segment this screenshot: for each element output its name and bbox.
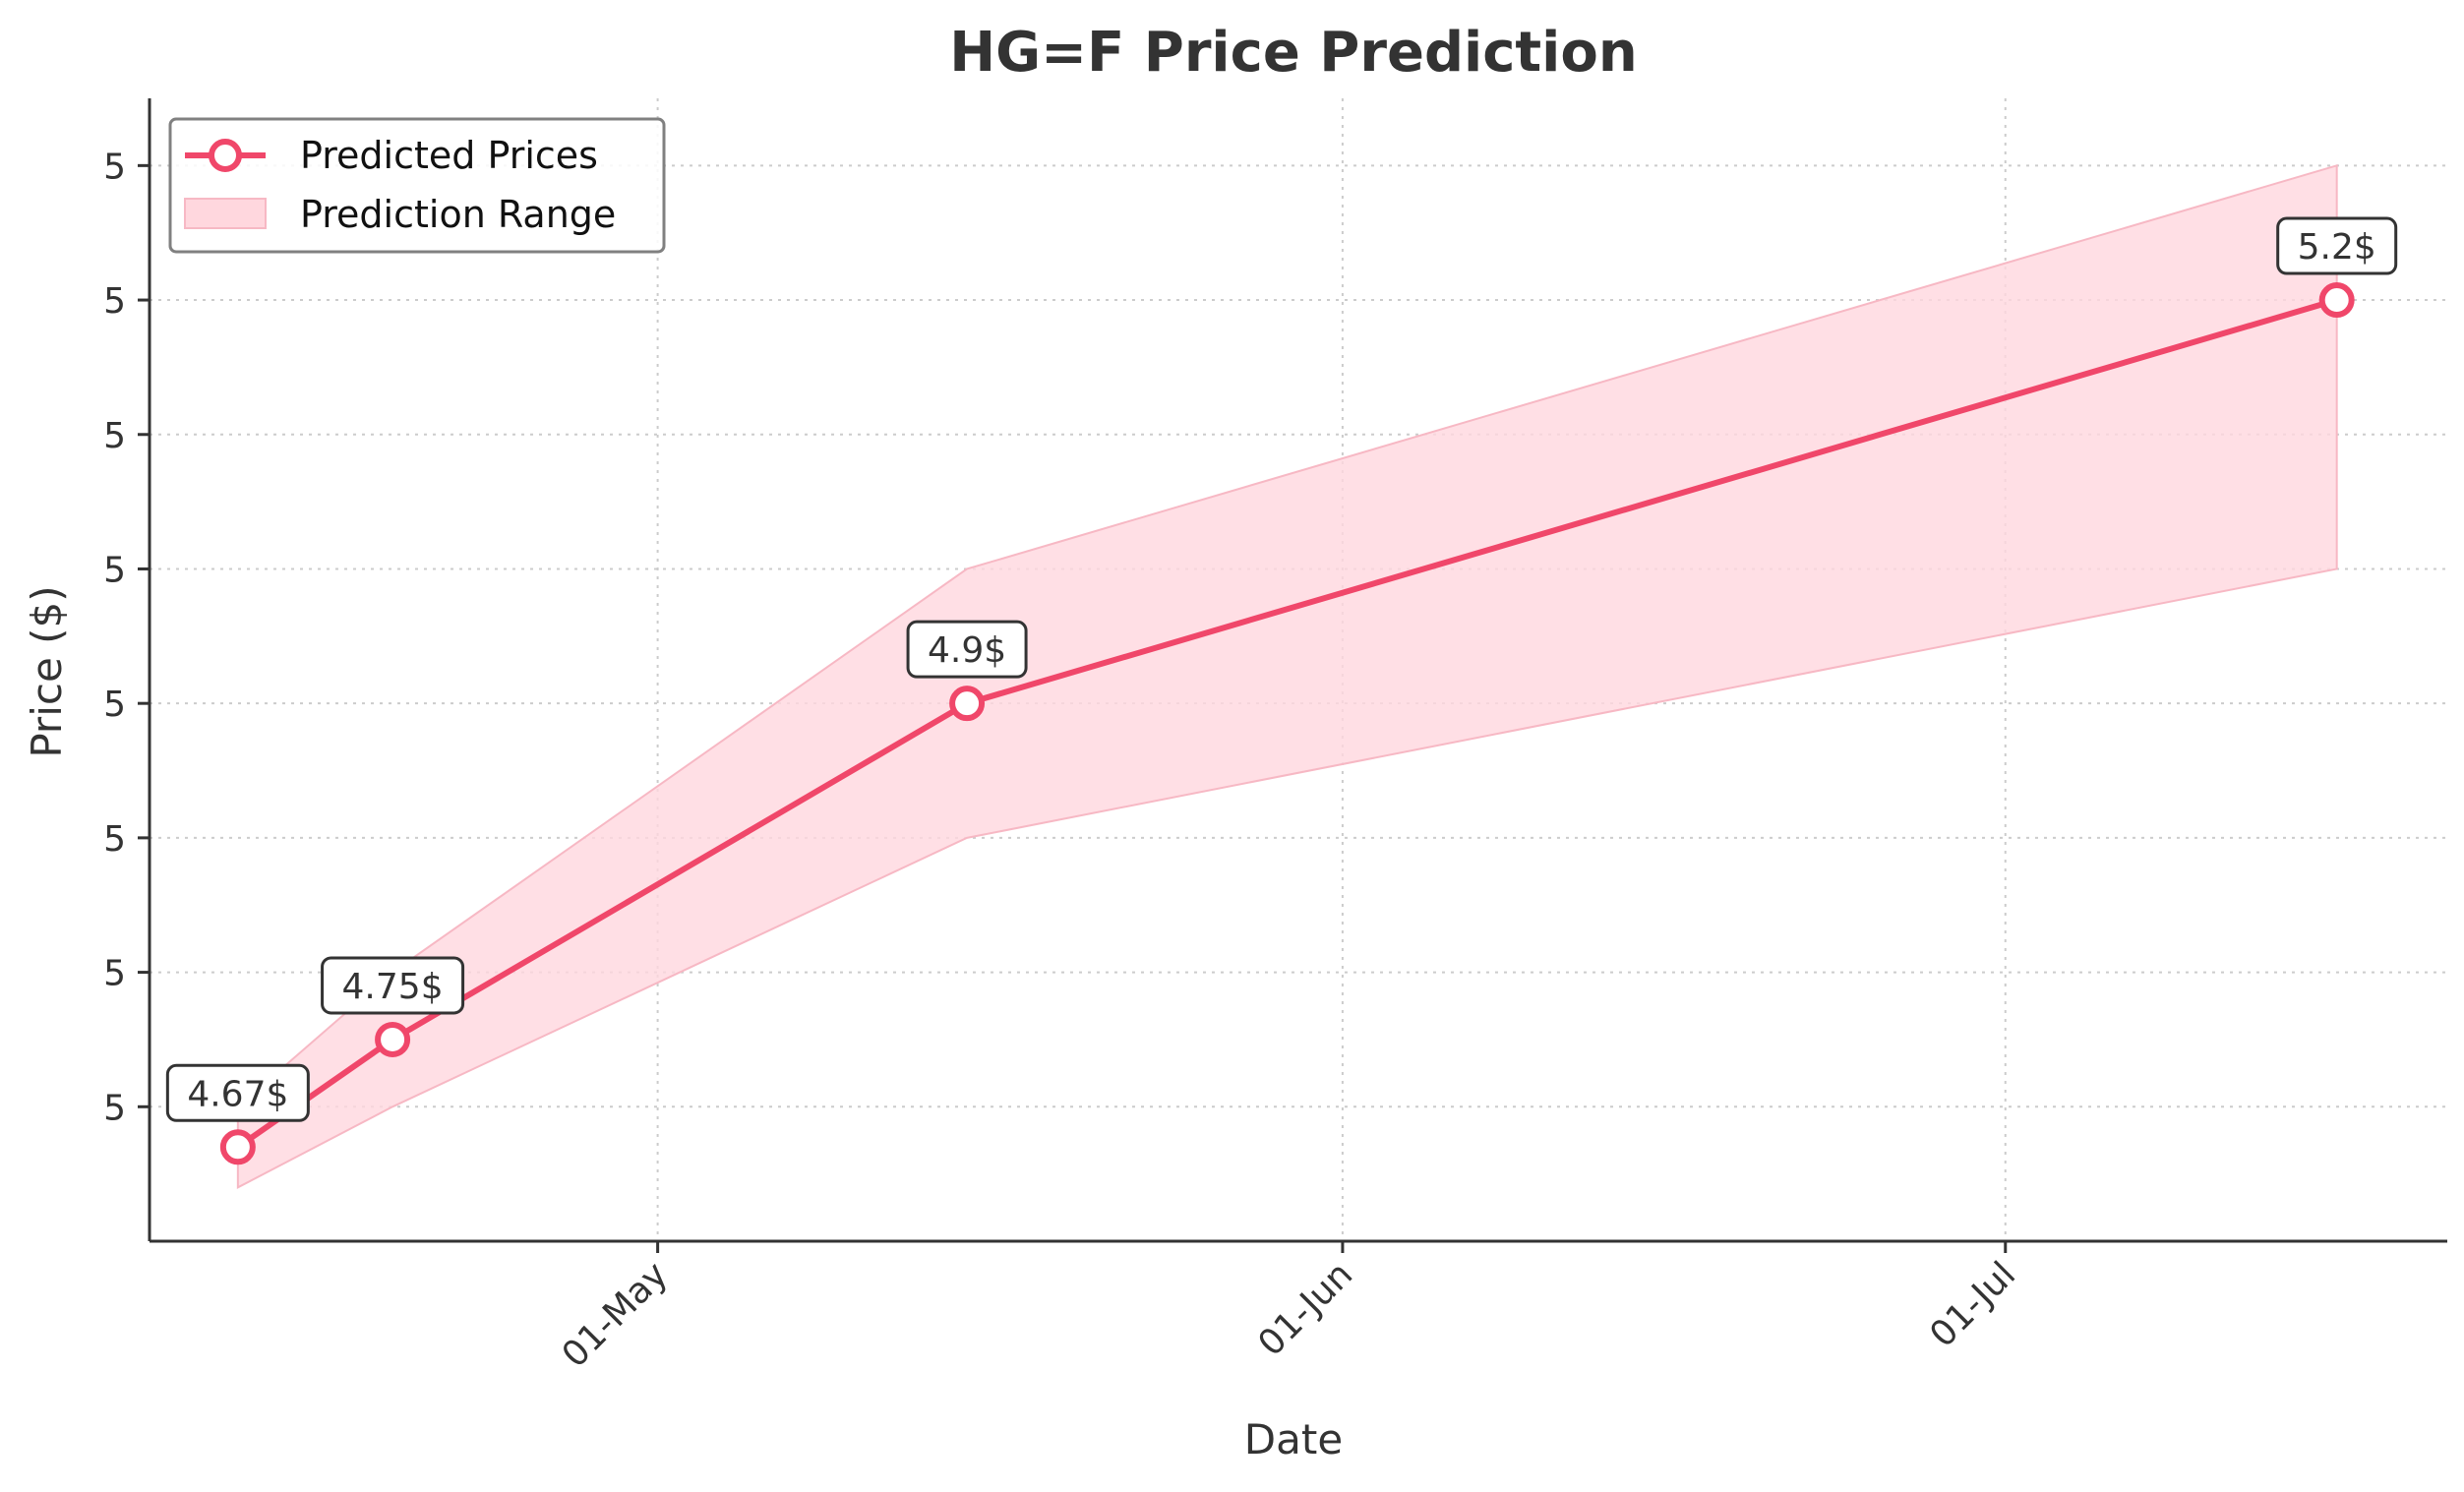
- predicted-price-marker: [949, 686, 986, 722]
- predicted-prices-layer: [219, 282, 2355, 1165]
- x-tick-label: 01-May: [555, 1254, 676, 1375]
- data-label: 5.2$: [2298, 227, 2376, 268]
- predicted-price-marker: [219, 1129, 256, 1165]
- y-tick-label: 5: [103, 819, 126, 860]
- data-label: 4.9$: [928, 630, 1006, 671]
- y-tick-label: 5: [103, 1088, 126, 1128]
- y-tick-label: 5: [103, 550, 126, 590]
- y-tick-label: 5: [103, 281, 126, 322]
- x-axis-label: Date: [1244, 1415, 1343, 1463]
- predicted-prices-line: [236, 297, 2338, 1150]
- predicted-price-marker: [2318, 282, 2355, 319]
- chart-title: HG=F Price Prediction: [949, 21, 1637, 85]
- data-label-box: [165, 1063, 310, 1122]
- predicted-price-marker: [375, 1021, 411, 1057]
- legend-box: [168, 117, 666, 254]
- legend-label-prediction-range: Prediction Range: [300, 193, 616, 236]
- y-tick-label: 5: [103, 147, 126, 187]
- y-tick-label: 5: [103, 416, 126, 456]
- legend-range-swatch: [184, 198, 267, 229]
- prediction-range-band: [236, 164, 2338, 1189]
- data-label: 4.67$: [187, 1074, 288, 1114]
- x-tick-label: 01-Jun: [1251, 1254, 1361, 1364]
- y-tick-label: 5: [103, 954, 126, 994]
- legend-marker-swatch: [209, 139, 242, 172]
- y-tick-label: 5: [103, 685, 126, 725]
- legend-label-predicted-prices: Predicted Prices: [300, 134, 598, 177]
- data-label-box: [2276, 216, 2398, 275]
- data-labels: 4.67$ 4.75$ 4.9$ 5.2$: [165, 216, 2398, 1122]
- y-axis-label: Price ($): [23, 585, 71, 757]
- data-label-box: [321, 956, 465, 1015]
- x-tick-label: 01-Jul: [1922, 1254, 2023, 1355]
- data-label: 4.75$: [342, 967, 444, 1007]
- legend: Predicted Prices Prediction Range: [168, 117, 666, 254]
- data-label-box: [906, 620, 1028, 679]
- prediction-range-layer: [236, 164, 2338, 1189]
